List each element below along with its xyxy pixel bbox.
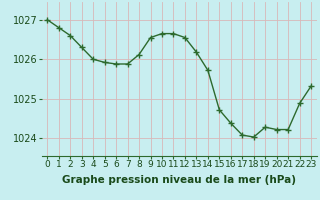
X-axis label: Graphe pression niveau de la mer (hPa): Graphe pression niveau de la mer (hPa) — [62, 175, 296, 185]
